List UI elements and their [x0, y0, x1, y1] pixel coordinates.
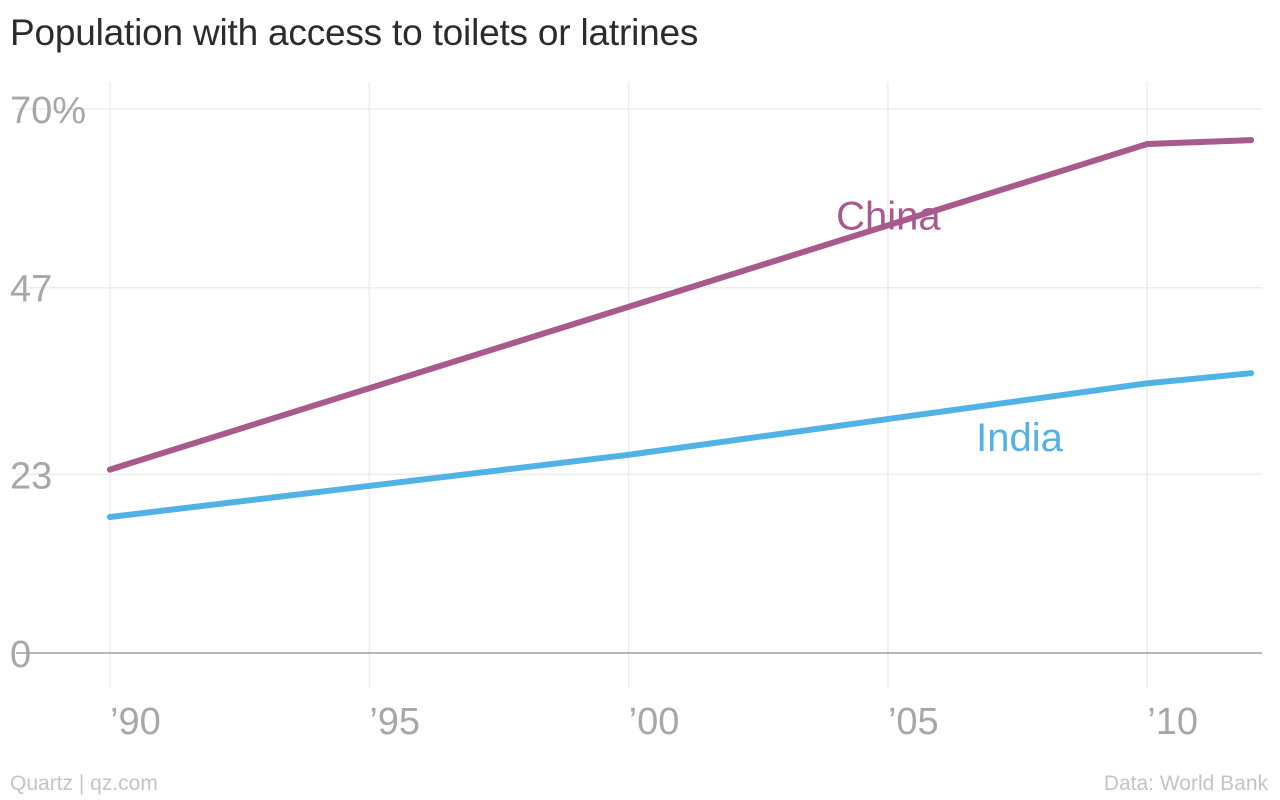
series-line-india: [107, 370, 1254, 520]
y-tick-label-23: 23: [10, 455, 52, 497]
series-line-china: [107, 137, 1254, 473]
data-point-india-1990: [107, 514, 113, 520]
y-tick-label-70: 70%: [10, 90, 86, 132]
x-tick-label-2000: ’00: [629, 701, 680, 743]
data-point-india-2012: [1248, 370, 1254, 377]
x-tick-label-2010: ’10: [1147, 701, 1198, 743]
series-label-layer: China India: [836, 194, 1064, 459]
data-point-china-1990: [107, 466, 113, 473]
data-source: Data: World Bank: [1103, 772, 1268, 795]
data-point-china-2012: [1248, 137, 1254, 144]
brand-credit: Quartz | qz.com: [10, 772, 158, 795]
series-label-china: China: [836, 194, 941, 238]
chart-title: Population with access to toilets or lat…: [10, 12, 699, 53]
data-point-china-2010: [1144, 140, 1151, 147]
x-tick-label-1995: ’95: [369, 701, 420, 743]
series-label-india: India: [976, 416, 1063, 460]
grid-layer: [16, 82, 1262, 688]
y-tick-label-0: 0: [10, 634, 31, 676]
y-tick-label-47: 47: [10, 269, 52, 311]
series-layer: [107, 137, 1254, 520]
data-point-india-2000: [625, 451, 632, 458]
data-point-india-2010: [1144, 380, 1151, 387]
axis-layer: 0 23 47 70% ’90 ’95 ’00 ’05 ’10: [10, 90, 1262, 743]
x-tick-label-2005: ’05: [888, 701, 939, 743]
x-tick-label-1990: ’90: [110, 701, 161, 743]
